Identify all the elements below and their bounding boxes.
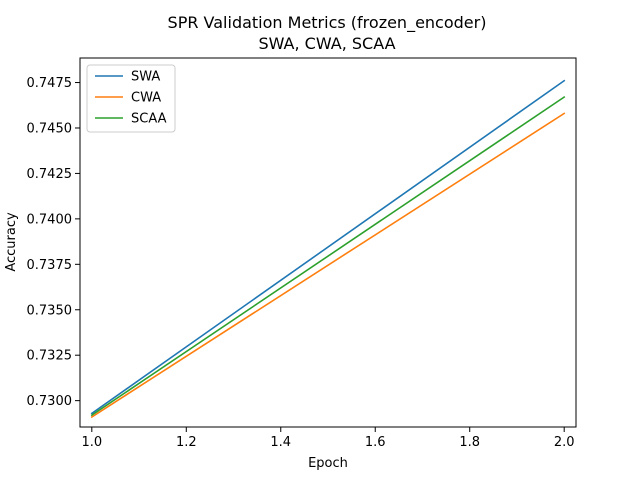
y-tick-label: 0.7300	[27, 394, 73, 409]
x-tick-label: 1.2	[176, 435, 197, 450]
y-tick-label: 0.7350	[27, 303, 73, 318]
y-tick-label: 0.7400	[27, 212, 73, 227]
y-axis-label: Accuracy	[4, 212, 19, 272]
y-tick-label: 0.7450	[27, 121, 73, 136]
x-tick-label: 2.0	[554, 435, 575, 450]
x-tick-label: 1.6	[365, 435, 386, 450]
legend: SWA CWA SCAA	[86, 64, 176, 133]
legend-items: SWA CWA SCAA	[95, 70, 167, 127]
x-tick-label: 1.4	[270, 435, 291, 450]
x-axis-label: Epoch	[308, 456, 348, 471]
x-tick-label: 1.8	[459, 435, 480, 450]
chart-title: SPR Validation Metrics (frozen_encoder)	[168, 13, 487, 33]
chart-subtitle: SWA, CWA, SCAA	[258, 34, 395, 53]
series-line-swa	[90, 79, 566, 415]
x-tick-label: 1.0	[81, 435, 102, 450]
series-line-cwa	[90, 112, 566, 419]
y-axis: 0.7300 0.7325 0.7350 0.7375 0.7400 0.7425 0.74…	[27, 76, 80, 409]
legend-label-swa: SWA	[131, 70, 160, 85]
y-tick-label: 0.7375	[27, 258, 73, 273]
legend-label-cwa: CWA	[131, 91, 161, 106]
legend-box	[86, 64, 176, 133]
legend-label-scaa: SCAA	[131, 112, 167, 127]
y-tick-label: 0.7475	[27, 76, 73, 91]
y-tick-label: 0.7325	[27, 349, 73, 364]
series-lines	[90, 79, 566, 419]
x-axis: 1.0 1.2 1.4 1.6 1.8 2.0	[81, 427, 575, 450]
y-tick-label: 0.7425	[27, 167, 73, 182]
series-line-scaa	[90, 95, 566, 417]
